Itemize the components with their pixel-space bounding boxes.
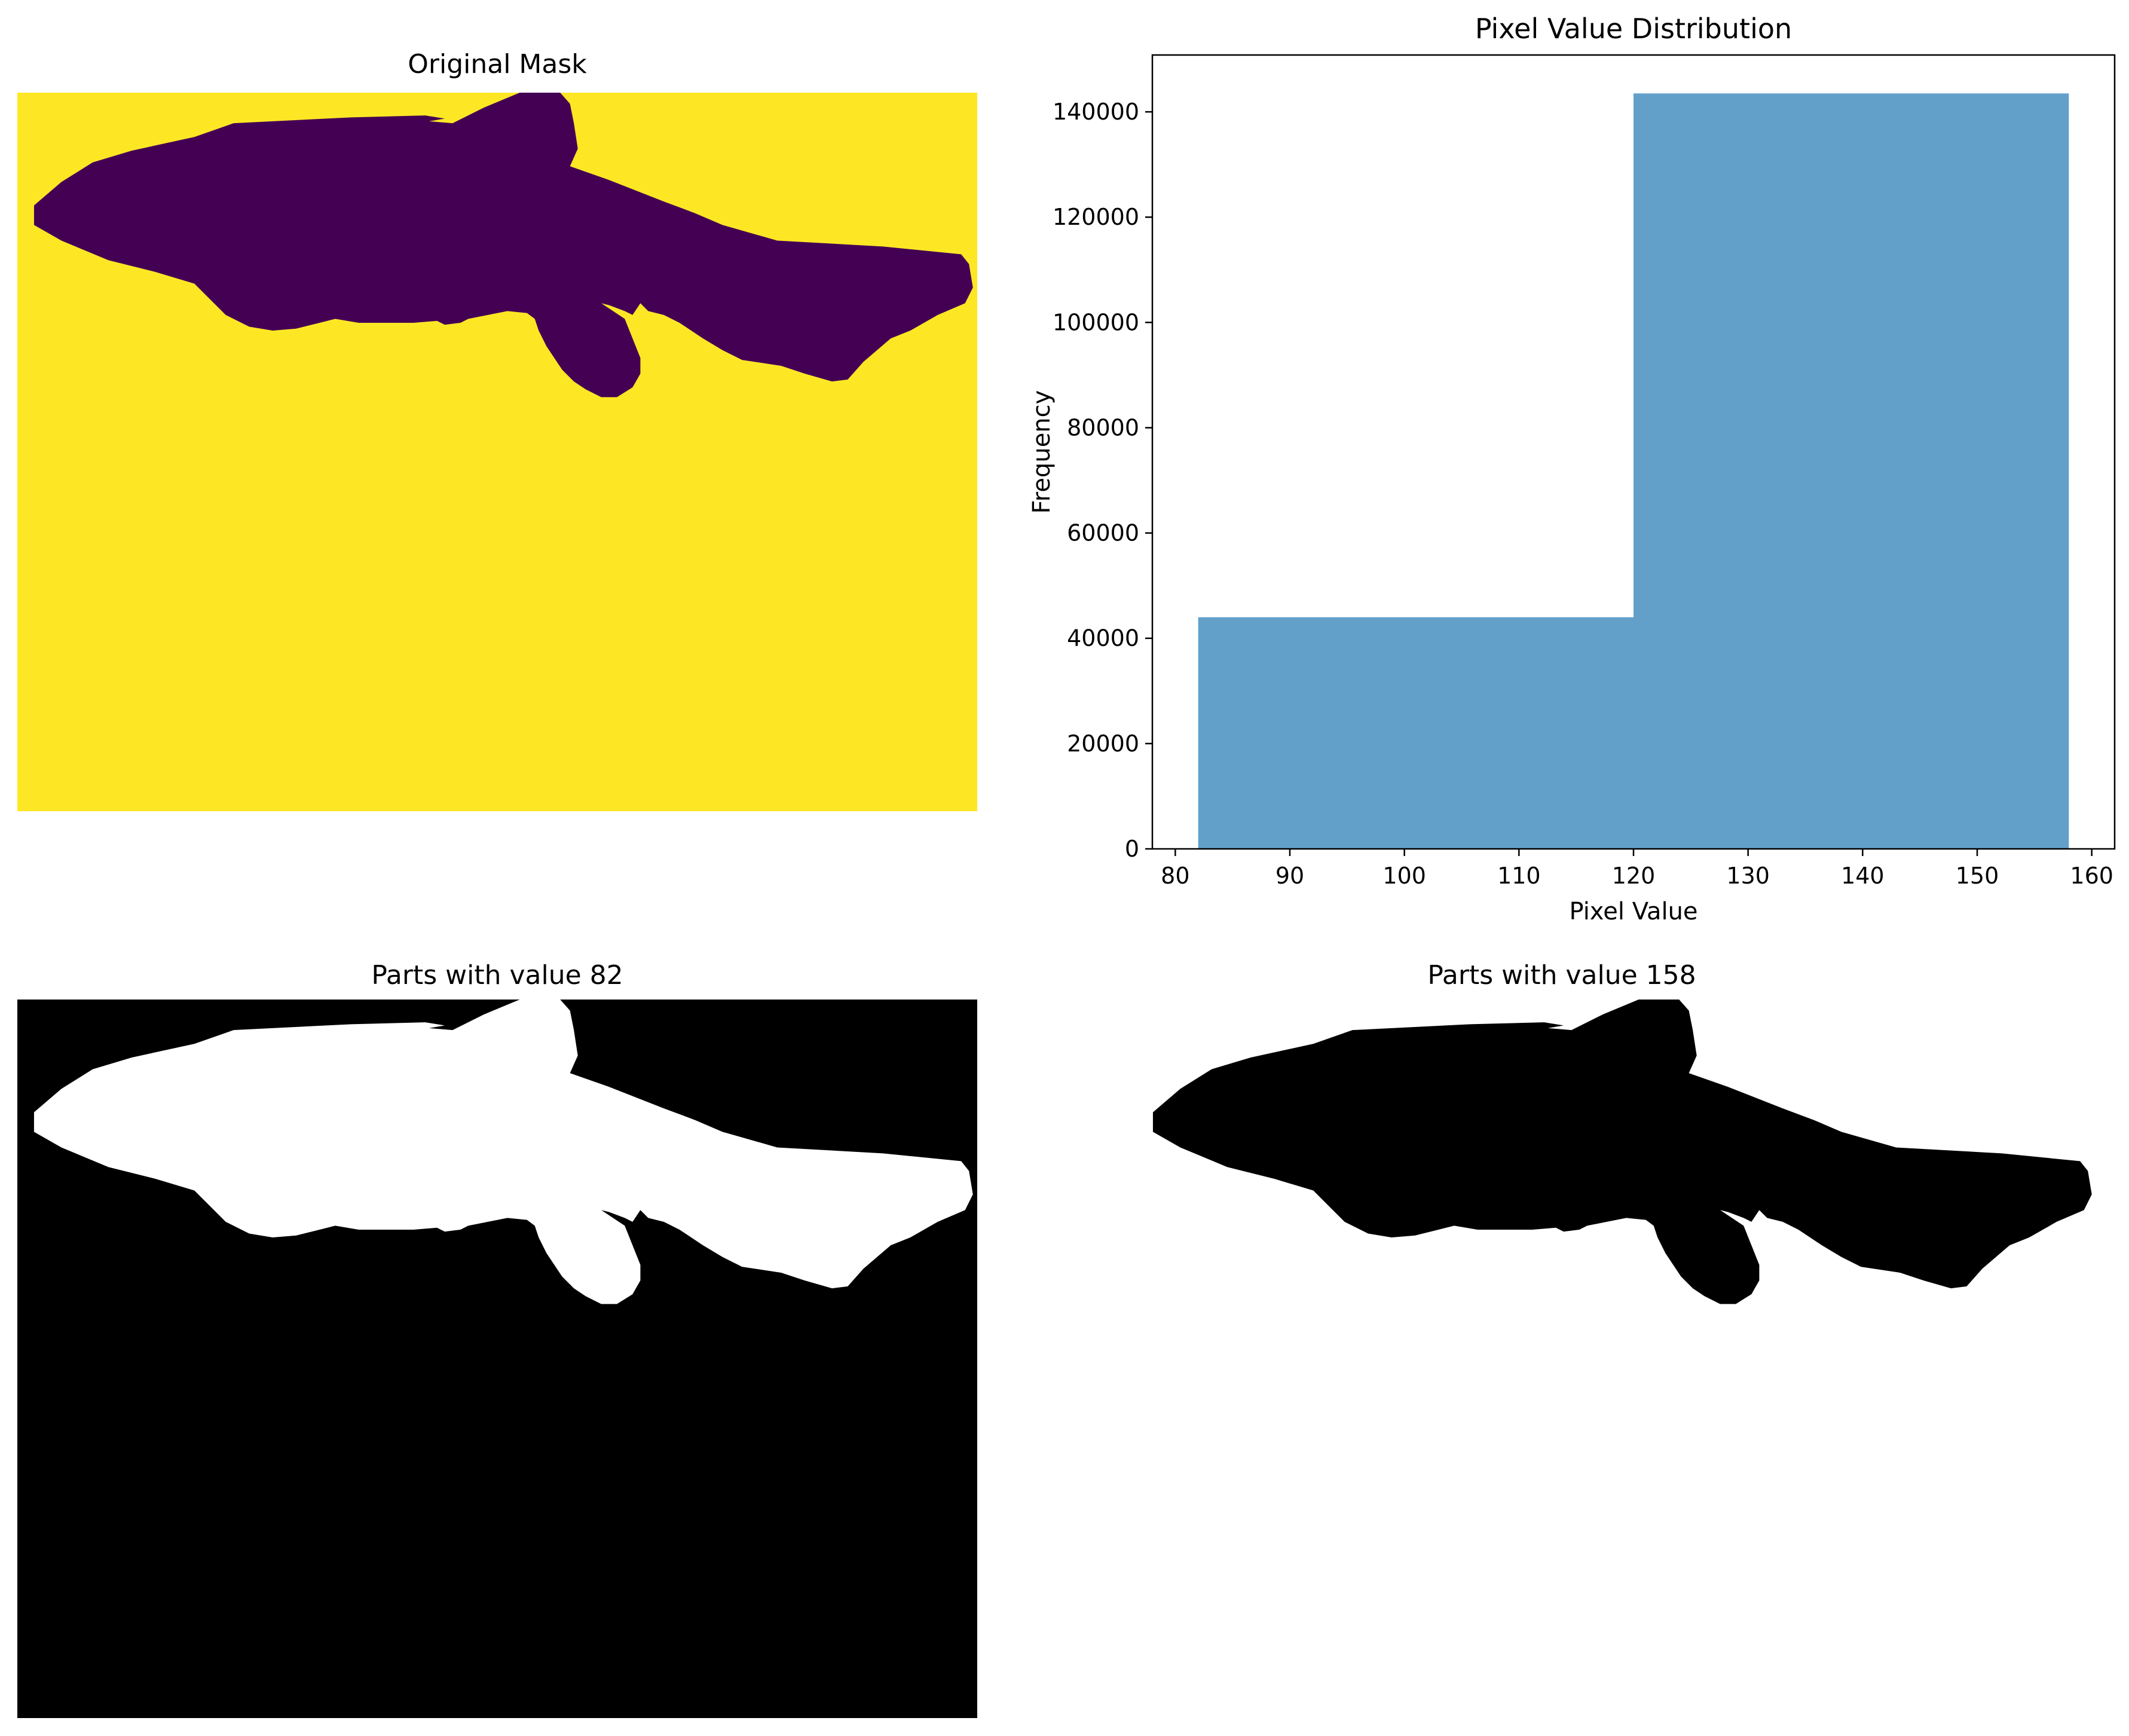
x-tick-label: 120 bbox=[1612, 863, 1656, 889]
parts-158-image bbox=[1136, 1000, 2096, 1718]
histogram-bar-1 bbox=[1198, 617, 1634, 849]
x-tick-label: 150 bbox=[1956, 863, 1999, 889]
y-tick-label: 40000 bbox=[1067, 625, 1139, 652]
original-mask-panel: Original Mask bbox=[0, 0, 1064, 868]
y-tick-label: 80000 bbox=[1067, 414, 1139, 441]
y-tick-label: 120000 bbox=[1053, 204, 1139, 230]
x-axis-label: Pixel Value bbox=[1569, 898, 1697, 925]
x-tick-label: 90 bbox=[1275, 863, 1304, 889]
y-axis-label: Frequency bbox=[1028, 390, 1056, 514]
parts-82-image bbox=[17, 1000, 977, 1718]
parts-158-title: Parts with value 158 bbox=[1427, 960, 1696, 991]
x-tick-label: 110 bbox=[1497, 863, 1541, 889]
y-tick-label: 20000 bbox=[1067, 731, 1139, 757]
x-tick-label: 160 bbox=[2070, 863, 2113, 889]
x-tick-label: 100 bbox=[1382, 863, 1426, 889]
y-tick-label: 60000 bbox=[1067, 520, 1139, 546]
x-tick-label: 130 bbox=[1726, 863, 1770, 889]
x-tick-label: 140 bbox=[1841, 863, 1885, 889]
x-tick-label: 80 bbox=[1161, 863, 1189, 889]
y-tick-label: 0 bbox=[1125, 836, 1139, 862]
parts-82-panel: Parts with value 82 bbox=[0, 909, 1064, 1736]
histogram-panel: 80 90 100 110 120 130 140 150 160 0 20000 40000 6000… bbox=[998, 0, 2129, 968]
original-mask-title: Original Mask bbox=[408, 49, 587, 80]
original-mask-image bbox=[17, 93, 977, 811]
y-tick-label: 140000 bbox=[1053, 99, 1139, 125]
histogram-title: Pixel Value Distribution bbox=[1475, 13, 1792, 45]
histogram-chart: 80 90 100 110 120 130 140 150 160 0 20000 40000 6000… bbox=[1028, 13, 2116, 925]
histogram-bar-2 bbox=[1634, 93, 2069, 849]
y-tick-label: 100000 bbox=[1053, 309, 1139, 335]
parts-82-title: Parts with value 82 bbox=[371, 960, 623, 991]
parts-158-panel: Parts with value 158 bbox=[1064, 909, 2129, 1736]
